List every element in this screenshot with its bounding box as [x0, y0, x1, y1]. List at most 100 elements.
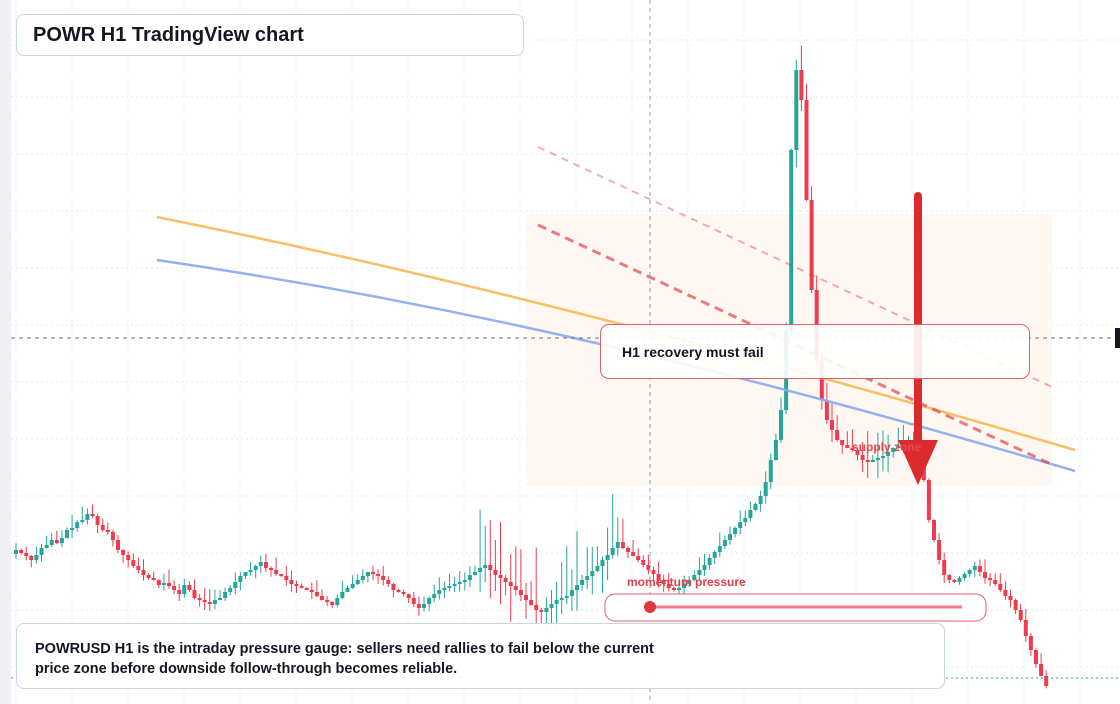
- candle-body: [279, 574, 284, 576]
- price-scale-marker: [1115, 328, 1120, 348]
- candle-body: [717, 546, 722, 552]
- candle-body: [223, 592, 228, 598]
- candle-body: [722, 540, 727, 546]
- candle-body: [748, 510, 753, 518]
- candle-body: [350, 584, 355, 588]
- candle-body: [309, 590, 314, 592]
- candle-body: [90, 514, 95, 516]
- candle-body: [233, 582, 238, 588]
- candle-body: [314, 592, 319, 596]
- candle-body: [896, 446, 901, 448]
- candle-body: [75, 522, 80, 528]
- candle-body: [457, 582, 462, 584]
- candle-body: [452, 584, 457, 586]
- candle-body: [1039, 664, 1044, 676]
- candle-body: [391, 584, 396, 590]
- candle-body: [422, 604, 426, 608]
- candle-body: [212, 600, 217, 604]
- candle-body: [544, 608, 549, 612]
- candle-body: [575, 585, 579, 590]
- candle-body: [824, 400, 829, 420]
- candle-body: [131, 560, 136, 566]
- candle-body: [620, 542, 625, 548]
- candle-body: [687, 580, 692, 584]
- candle-body: [600, 560, 605, 566]
- candle-body: [207, 602, 212, 604]
- candle-body: [799, 70, 804, 100]
- candle-body: [355, 580, 360, 584]
- candle-body: [360, 576, 365, 580]
- candle-body: [228, 588, 233, 592]
- candle-body: [631, 552, 636, 556]
- candle-body: [330, 602, 335, 605]
- candle-body: [483, 565, 488, 568]
- candle-body: [580, 580, 585, 585]
- candle-body: [177, 590, 182, 594]
- candle-body: [682, 584, 687, 588]
- candle-body: [743, 518, 748, 522]
- candle-body: [804, 100, 809, 200]
- candle-body: [518, 590, 523, 595]
- candle-body: [651, 570, 656, 574]
- candle-body: [926, 480, 931, 520]
- candle-body: [615, 542, 620, 548]
- candle-body: [763, 482, 768, 496]
- candle-body: [29, 556, 34, 560]
- candle-body: [172, 586, 177, 590]
- candle-body: [289, 580, 294, 584]
- candle-body: [263, 562, 268, 568]
- candle-body: [870, 460, 875, 462]
- candle-body: [182, 585, 187, 594]
- candle-body: [957, 578, 962, 582]
- candle-body: [238, 576, 243, 582]
- candle-body: [401, 592, 406, 594]
- candle-body: [65, 530, 69, 538]
- candle-body: [937, 540, 942, 560]
- candle-body: [340, 592, 345, 598]
- candle-body: [641, 560, 646, 565]
- supply-zone-label: supply zone: [852, 440, 922, 454]
- candle-body: [1018, 610, 1023, 620]
- candle-body: [773, 440, 778, 460]
- bearish-arrow-head: [898, 440, 938, 485]
- candle-body: [161, 583, 166, 585]
- candle-body: [1008, 596, 1013, 600]
- candle-body: [1044, 676, 1049, 686]
- candle-body: [105, 530, 110, 532]
- candle-body: [656, 574, 661, 580]
- candle-body: [14, 550, 18, 554]
- candle-body: [85, 514, 90, 520]
- candle-body: [666, 584, 671, 588]
- candle-body: [95, 516, 100, 525]
- candle-body: [325, 600, 330, 602]
- candle-body: [396, 590, 401, 592]
- candle-body: [860, 455, 865, 460]
- candle-body: [386, 580, 391, 584]
- candle-body: [1003, 590, 1008, 596]
- candle-body: [881, 456, 885, 458]
- candle-body: [850, 448, 855, 450]
- candle-body: [151, 578, 156, 580]
- candle-body: [243, 572, 248, 576]
- candle-body: [202, 600, 207, 602]
- momentum-gauge-marker: [644, 601, 656, 613]
- candle-body: [983, 572, 987, 578]
- candle-body: [988, 578, 993, 580]
- candle-body: [508, 582, 513, 586]
- candle-body: [671, 588, 676, 590]
- candle-body: [830, 420, 834, 430]
- candle-body: [54, 540, 59, 543]
- candle-body: [524, 595, 528, 600]
- candle-body: [218, 598, 222, 600]
- chart-title-text: POWR H1 TradingView chart: [33, 23, 304, 46]
- candle-body: [549, 604, 554, 608]
- candle-body: [590, 571, 595, 576]
- candle-body: [197, 598, 202, 600]
- candle-body: [819, 360, 824, 400]
- candle-body: [947, 575, 952, 580]
- candle-body: [993, 580, 998, 584]
- candle-body: [942, 560, 947, 575]
- candle-body: [835, 430, 840, 440]
- candle-body: [248, 570, 253, 572]
- candle-body: [121, 550, 126, 555]
